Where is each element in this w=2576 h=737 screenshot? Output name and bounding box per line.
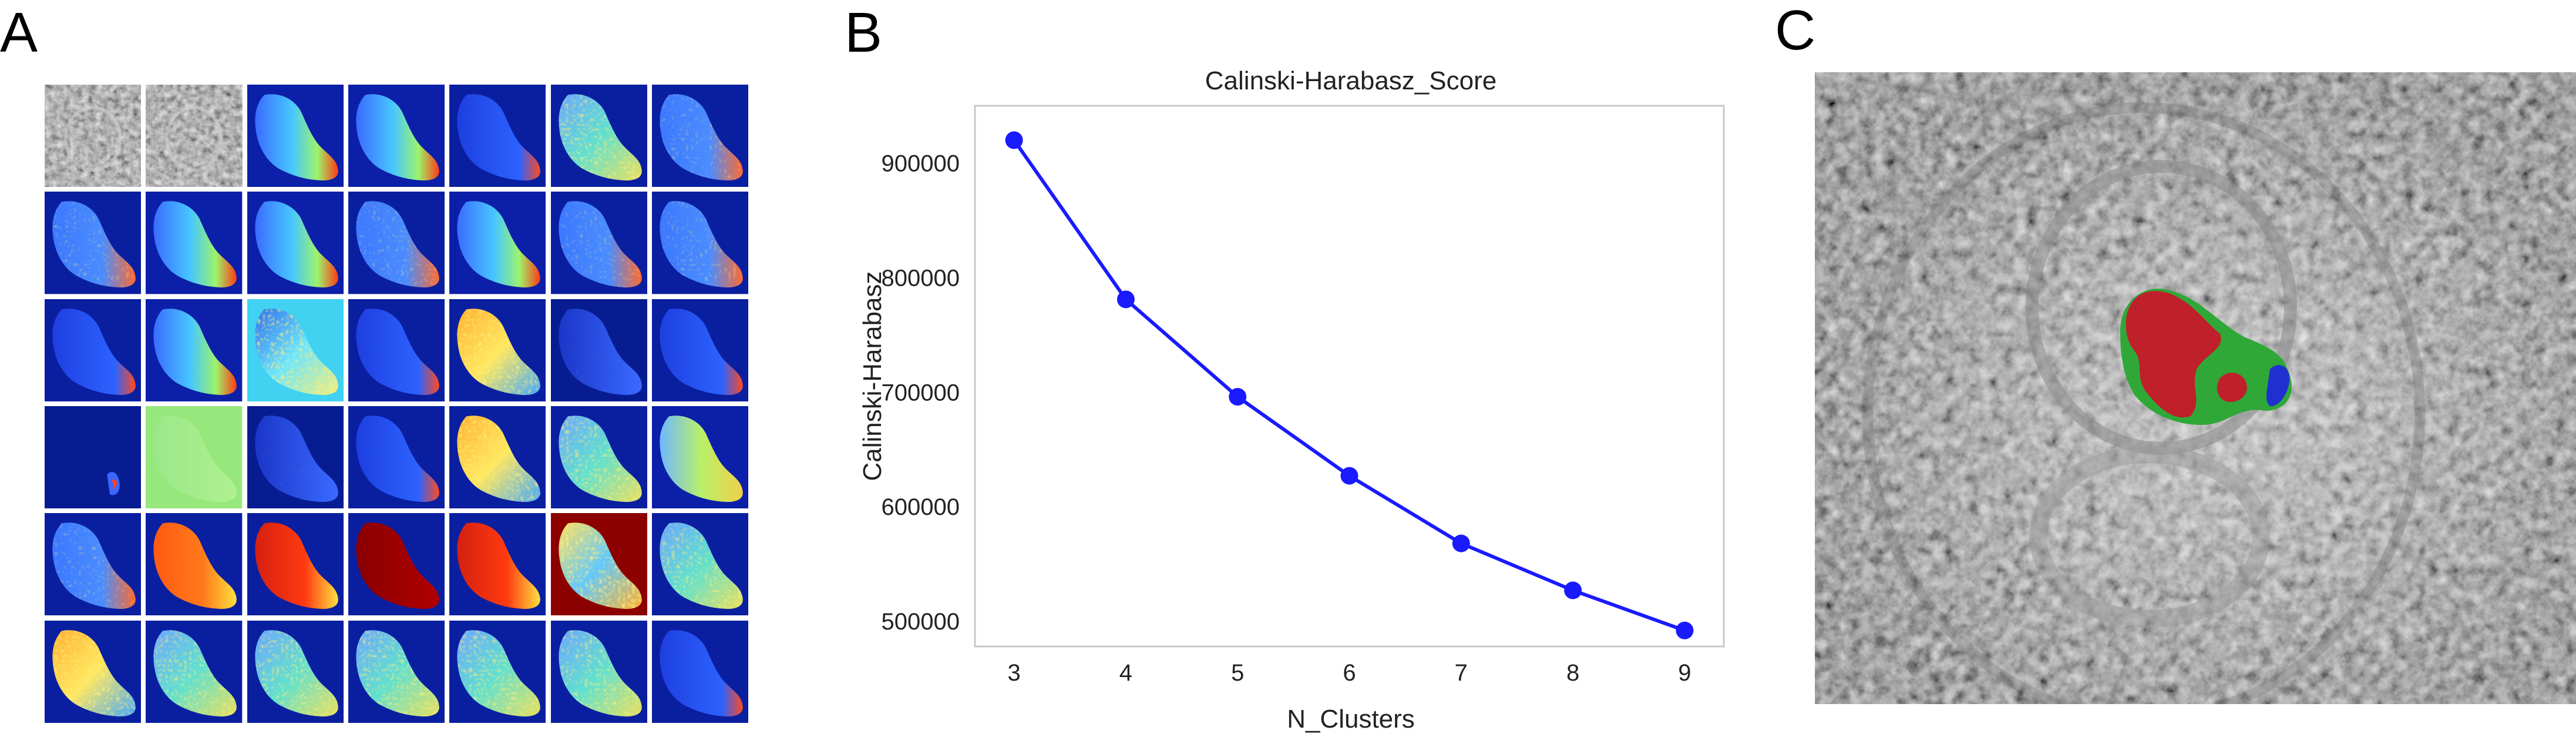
y-tick-label: 900000 [882, 150, 960, 176]
feature-map-tile [449, 513, 546, 616]
feature-map-tile [146, 299, 243, 401]
x-axis-label: N_Clusters [1287, 705, 1415, 733]
x-tick-label: 5 [1231, 660, 1244, 686]
feature-map-tile [449, 620, 546, 723]
panel-b-letter: B [845, 1, 883, 64]
feature-map-tile [651, 299, 749, 401]
feature-map-tile [45, 299, 142, 401]
data-point [1676, 621, 1694, 639]
feature-map-tile [651, 513, 749, 616]
feature-map-tile [449, 406, 546, 509]
feature-map-tile [550, 299, 647, 401]
feature-map-tile [247, 406, 344, 509]
feature-map-tile [651, 620, 749, 723]
feature-map-tile [45, 85, 142, 187]
feature-map-tile [45, 406, 142, 509]
feature-map-tile [550, 620, 647, 723]
feature-map-tile [247, 620, 344, 723]
data-point [1564, 581, 1582, 599]
panel-a-letter: A [0, 1, 38, 64]
y-ticks: 500000 600000 700000 800000 900000 [882, 150, 960, 635]
x-tick-label: 9 [1678, 660, 1691, 686]
y-tick-label: 700000 [882, 380, 960, 406]
feature-map-tile [550, 192, 647, 294]
x-tick-label: 3 [1007, 660, 1020, 686]
x-tick-label: 8 [1566, 660, 1579, 686]
rectum-ring [2029, 445, 2270, 628]
data-point [1452, 534, 1470, 552]
feature-map-tile [348, 299, 445, 401]
feature-map-tile [348, 513, 445, 616]
feature-map-tile [651, 85, 749, 187]
feature-map-tile [651, 406, 749, 509]
y-tick-label: 600000 [882, 494, 960, 520]
feature-map-tile [247, 85, 344, 187]
chart-title: Calinski-Harabasz_Score [1205, 66, 1496, 95]
plot-area-frame [974, 105, 1725, 648]
panel-c-letter: C [1775, 0, 1816, 62]
feature-map-tile [247, 192, 344, 294]
data-point [1340, 467, 1358, 485]
feature-map-tile [247, 513, 344, 616]
feature-map-tile [45, 513, 142, 616]
feature-map-tile [550, 406, 647, 509]
y-tick-label: 500000 [882, 609, 960, 635]
y-axis-label: Calinski-Harabasz [858, 271, 887, 481]
feature-map-tile [348, 85, 445, 187]
segmentation-red-patch [2217, 373, 2247, 402]
feature-map-tile [146, 85, 243, 187]
feature-map-tile [146, 406, 243, 509]
feature-map-tile [348, 620, 445, 723]
feature-map-tile [449, 192, 546, 294]
feature-map-tile [348, 406, 445, 509]
x-tick-label: 6 [1343, 660, 1356, 686]
x-ticks: 3 4 5 6 7 8 9 [1007, 660, 1691, 686]
data-point [1117, 290, 1135, 309]
feature-map-tile [449, 299, 546, 401]
series-layer [1005, 131, 1694, 639]
x-tick-label: 4 [1119, 660, 1132, 686]
feature-map-tile [45, 620, 142, 723]
segmentation-blue-region [2266, 364, 2290, 407]
feature-map-tile [247, 299, 344, 401]
segmentation-red-region [2126, 291, 2221, 418]
feature-map-tile [146, 513, 243, 616]
calinski-harabasz-chart: Calinski-Harabasz_Score N_Clusters Calin… [858, 66, 1725, 733]
data-point [1005, 131, 1023, 149]
mri-segmentation-image [1815, 72, 2576, 704]
feature-map-tile [45, 192, 142, 294]
feature-map-tile [449, 85, 546, 187]
pelvic-outline [1862, 102, 2425, 704]
feature-map-tile [550, 85, 647, 187]
feature-map-tile [146, 192, 243, 294]
y-tick-label: 800000 [882, 265, 960, 291]
feature-map-grid [45, 85, 753, 728]
data-point [1229, 388, 1247, 406]
x-tick-label: 7 [1455, 660, 1468, 686]
feature-map-tile [348, 192, 445, 294]
feature-map-tile [651, 192, 749, 294]
feature-map-tile [146, 620, 243, 723]
feature-map-tile [550, 513, 647, 616]
